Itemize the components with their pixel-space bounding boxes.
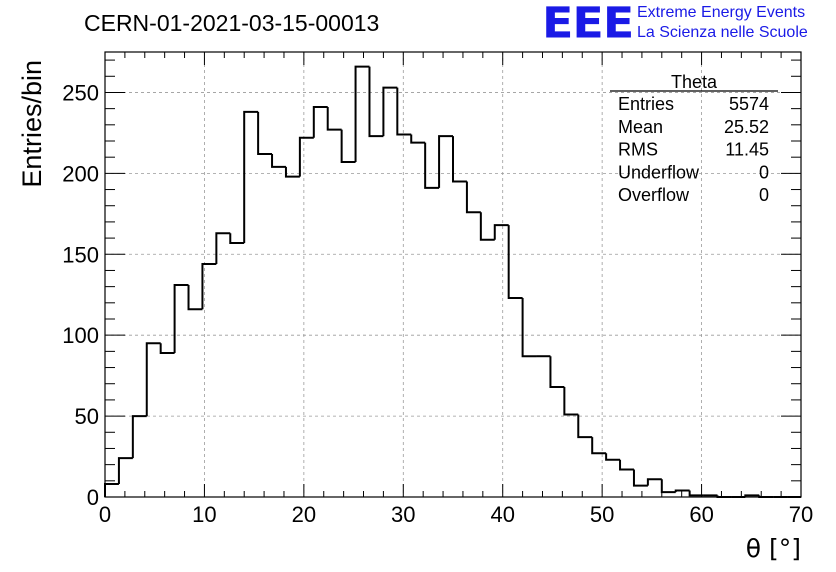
histogram-bin-24: [438, 135, 453, 188]
histogram-bin-11: [257, 111, 273, 155]
x-tick-label-6: 60: [689, 502, 713, 527]
stats-value-entries: 5574: [729, 94, 769, 114]
histogram-bin-28: [493, 224, 509, 240]
grid: [105, 52, 801, 497]
histogram-bin-30: [521, 297, 537, 358]
histogram-bin-41: [674, 489, 690, 493]
histogram-bin-34: [577, 414, 593, 439]
histogram-bin-7: [201, 262, 217, 310]
histogram-bin-32: [549, 356, 565, 388]
histogram-bin-0: [104, 483, 119, 497]
histogram-bin-4: [159, 343, 175, 354]
histogram-bin-14: [298, 136, 314, 177]
histogram-bin-25: [452, 136, 467, 183]
stats-value-rms: 11.45: [725, 140, 769, 160]
x-tick-label-3: 30: [391, 502, 415, 527]
stats-value-mean: 25.52: [724, 117, 769, 137]
run-title: CERN-01-2021-03-15-00013: [84, 10, 380, 36]
histogram-bin-13: [284, 166, 300, 178]
histogram-bin-1: [117, 457, 133, 485]
histogram-bin-26: [465, 181, 481, 214]
stats-label-rms: RMS: [618, 140, 658, 160]
histogram-bin-23: [424, 142, 440, 189]
histogram-bin-39: [646, 478, 662, 486]
x-axis-label: θ [°]: [746, 534, 801, 563]
histogram-bin-36: [605, 453, 621, 461]
y-tick-label-2: 100: [62, 323, 99, 348]
x-tick-label-4: 40: [490, 502, 514, 527]
stats-label-underflow: Underflow: [618, 162, 700, 182]
histogram-bin-9: [229, 233, 245, 244]
histogram-bin-10: [243, 110, 259, 243]
histogram-bin-38: [632, 469, 648, 487]
histogram-bin-8: [215, 232, 231, 264]
y-tick-label-4: 200: [62, 161, 99, 186]
histogram-bin-21: [396, 87, 412, 136]
histogram-bin-27: [479, 212, 495, 241]
histogram-bin-19: [368, 66, 384, 138]
stats-value-underflow: 0: [759, 162, 769, 182]
x-tick-label-0: 0: [99, 502, 111, 527]
stats-label-mean: Mean: [618, 117, 663, 137]
histogram-bin-15: [312, 106, 328, 138]
axis-ticks: [104, 52, 802, 498]
histogram-bin-35: [591, 437, 607, 455]
histogram-bin-2: [131, 415, 147, 459]
stats-box-title: Theta: [671, 72, 718, 92]
x-tick-label-5: 50: [590, 502, 614, 527]
histogram-bin-6: [187, 285, 203, 311]
histogram-bin-16: [326, 107, 342, 131]
tick-labels: 0 10 20 30 40 50 60 70 0 50 100 150 200 250: [62, 80, 813, 527]
y-tick-label-3: 150: [62, 242, 99, 267]
plot-frame: [104, 51, 802, 498]
logo-line-2: La Scienza nelle Scuole: [637, 24, 808, 41]
stats-label-entries: Entries: [618, 94, 674, 114]
y-tick-label-0: 0: [87, 485, 99, 510]
histogram-bin-12: [271, 153, 286, 168]
y-tick-label-5: 250: [62, 80, 99, 105]
y-tick-label-1: 50: [75, 404, 99, 429]
logo-line-1: Extreme Energy Events: [637, 4, 806, 21]
x-tick-label-7: 70: [789, 502, 813, 527]
histogram-bin-29: [507, 225, 523, 299]
histogram-bin-42: [688, 490, 704, 497]
histogram-bin-37: [619, 459, 634, 471]
histogram-bin-22: [410, 134, 426, 144]
histogram-bin-17: [340, 129, 356, 164]
eee-logo: EEE: [542, 0, 634, 48]
histogram-bin-5: [173, 284, 189, 353]
stats-label-overflow: Overflow: [618, 185, 690, 205]
histogram-bin-20: [382, 86, 398, 137]
x-tick-label-1: 10: [192, 502, 216, 527]
histogram-bin-33: [563, 386, 579, 416]
histogram-bin-3: [145, 342, 161, 417]
histogram-bars: [104, 65, 801, 498]
stats-value-overflow: 0: [759, 185, 769, 205]
y-axis-label: Entries/bin: [17, 60, 47, 188]
histogram-bin-18: [354, 65, 370, 163]
histogram-bin-40: [660, 479, 676, 494]
x-tick-label-2: 20: [292, 502, 316, 527]
